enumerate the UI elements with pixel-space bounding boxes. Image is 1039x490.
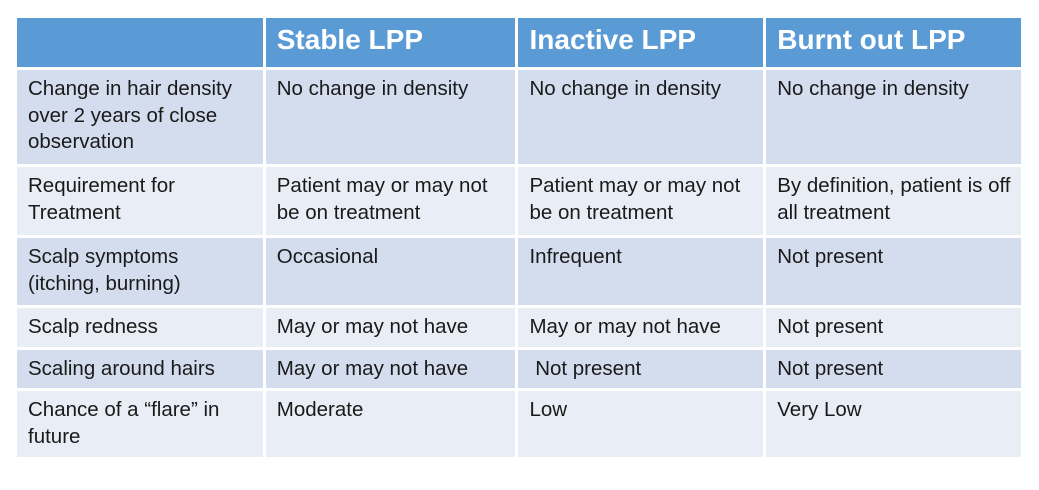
table-header: Stable LPP Inactive LPP Burnt out LPP <box>17 18 1021 67</box>
data-cell: Infrequent <box>518 238 764 305</box>
table-row: Scalp symptoms (itching, burning) Occasi… <box>17 238 1021 305</box>
data-cell: Patient may or may not be on treatment <box>518 167 764 235</box>
table-row: Chance of a “flare” in future Moderate L… <box>17 391 1021 458</box>
data-cell: By definition, patient is off all treatm… <box>766 167 1021 235</box>
data-cell: Moderate <box>265 391 516 458</box>
lpp-comparison-table: Stable LPP Inactive LPP Burnt out LPP Ch… <box>14 15 1024 460</box>
header-row: Stable LPP Inactive LPP Burnt out LPP <box>17 18 1021 67</box>
table-row: Scalp redness May or may not have May or… <box>17 308 1021 347</box>
data-cell: No change in density <box>265 70 516 164</box>
column-header-inactive-lpp: Inactive LPP <box>518 18 764 67</box>
data-cell: Occasional <box>265 238 516 305</box>
data-cell: Low <box>518 391 764 458</box>
column-header-burnt-out-lpp: Burnt out LPP <box>766 18 1021 67</box>
data-cell: Not present <box>766 238 1021 305</box>
column-header-stable-lpp: Stable LPP <box>265 18 516 67</box>
data-cell: Not present <box>766 349 1021 389</box>
row-label-cell: Change in hair density over 2 years of c… <box>17 70 263 164</box>
data-cell: Very Low <box>766 391 1021 458</box>
data-cell: Not present <box>518 349 764 389</box>
row-label-cell: Scalp symptoms (itching, burning) <box>17 238 263 305</box>
row-label-cell: Chance of a “flare” in future <box>17 391 263 458</box>
table-row: Scaling around hairs May or may not have… <box>17 349 1021 389</box>
row-label-cell: Scalp redness <box>17 308 263 347</box>
table-body: Change in hair density over 2 years of c… <box>17 70 1021 458</box>
data-cell: No change in density <box>766 70 1021 164</box>
data-cell: May or may not have <box>518 308 764 347</box>
data-cell: May or may not have <box>265 349 516 389</box>
corner-header-cell <box>17 18 263 67</box>
data-cell: Not present <box>766 308 1021 347</box>
table-row: Change in hair density over 2 years of c… <box>17 70 1021 164</box>
data-cell: May or may not have <box>265 308 516 347</box>
row-label-cell: Scaling around hairs <box>17 349 263 389</box>
table-row: Requirement for Treatment Patient may or… <box>17 167 1021 235</box>
data-cell: No change in density <box>518 70 764 164</box>
data-cell: Patient may or may not be on treatment <box>265 167 516 235</box>
row-label-cell: Requirement for Treatment <box>17 167 263 235</box>
